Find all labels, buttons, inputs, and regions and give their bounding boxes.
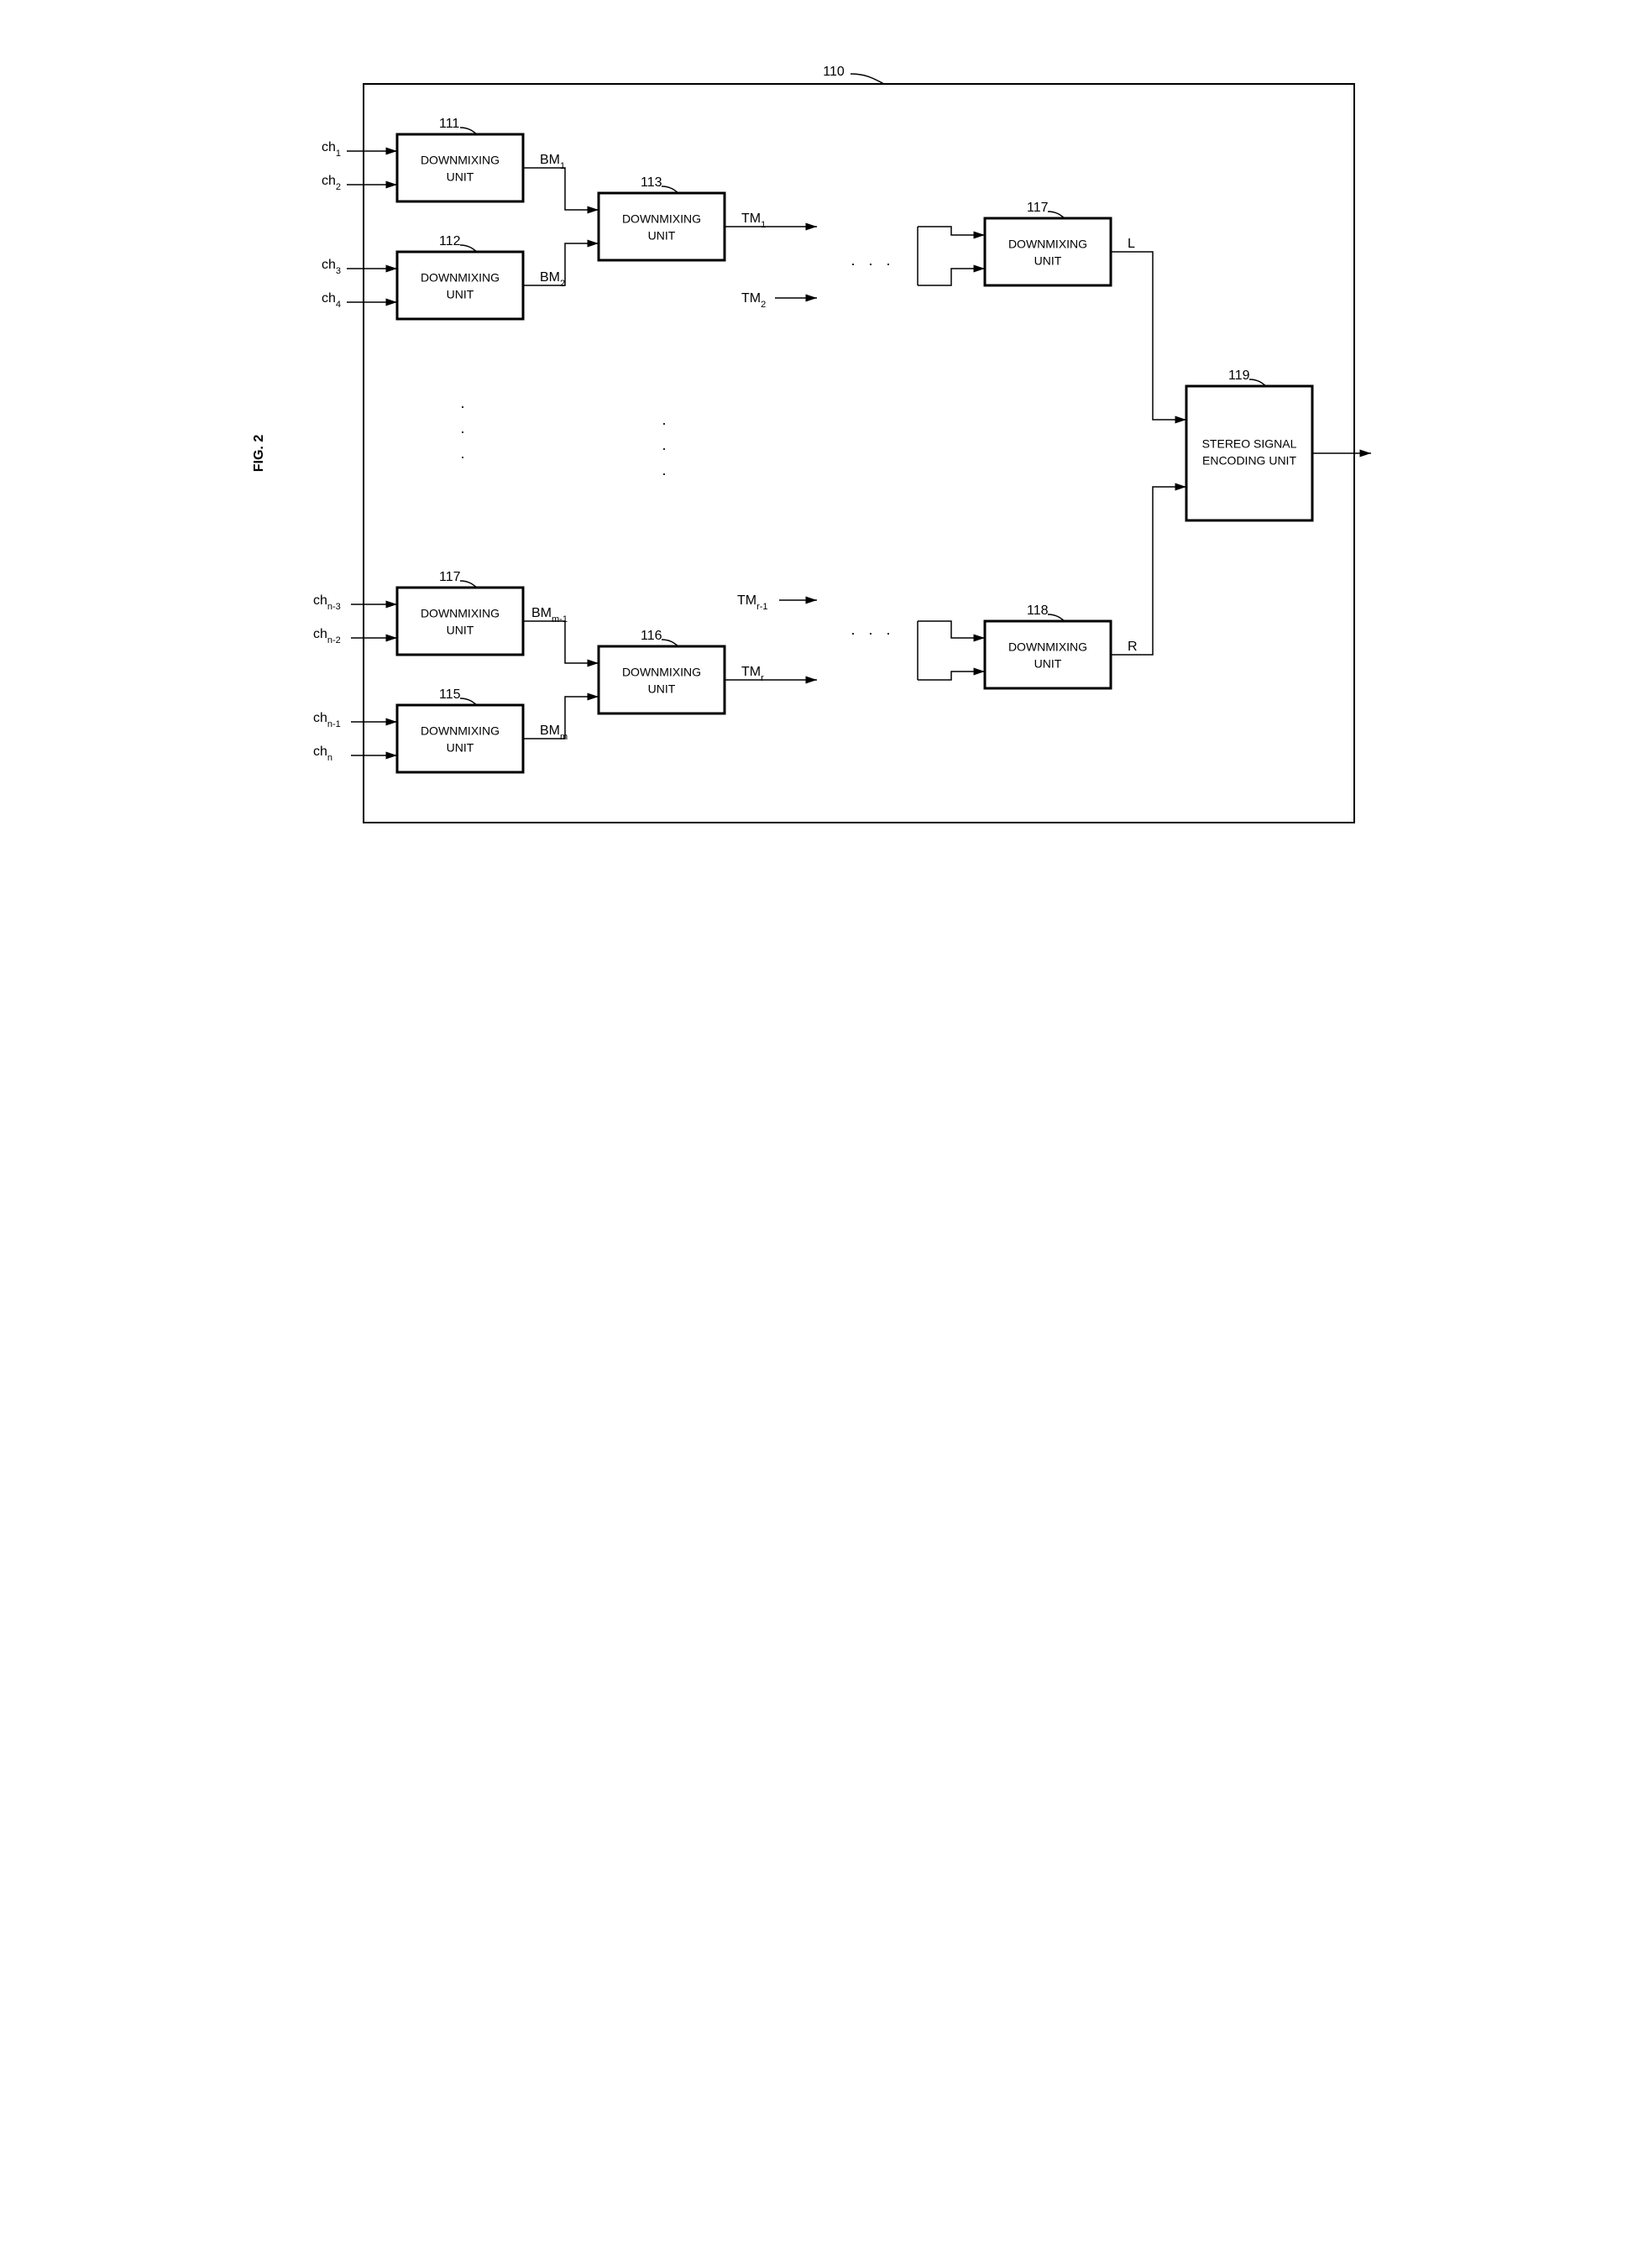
svg-text:UNIT: UNIT: [446, 741, 474, 755]
svg-text:UNIT: UNIT: [647, 229, 675, 243]
svg-text:DOWNMIXING: DOWNMIXING: [420, 724, 499, 738]
stage2-box-116: DOWNMIXING UNIT 116: [599, 629, 725, 713]
ref-115: 115: [439, 687, 461, 702]
hdots-top: · · ·: [851, 255, 891, 272]
svg-text:·: ·: [662, 465, 667, 482]
svg-text:DOWNMIXING: DOWNMIXING: [1008, 238, 1086, 251]
ref-118: 118: [1027, 604, 1049, 618]
tmr1-label: TMr-1: [737, 593, 768, 612]
input-chn2: chn-2: [313, 627, 341, 645]
svg-text:UNIT: UNIT: [446, 170, 474, 184]
svg-text:DOWNMIXING: DOWNMIXING: [420, 154, 499, 167]
tm2-label: TM2: [741, 291, 766, 310]
svg-text:UNIT: UNIT: [647, 682, 675, 696]
stage1-box-117a: DOWNMIXING UNIT 117: [397, 570, 523, 655]
stage2-vdots: ·: [662, 415, 667, 431]
final-box-119: STEREO SIGNAL ENCODING UNIT 119: [1186, 368, 1312, 520]
stage3-box-117: DOWNMIXING UNIT 117: [985, 201, 1111, 285]
input-chn3: chn-3: [313, 593, 341, 612]
input-chn1: chn-1: [313, 711, 341, 729]
svg-text:DOWNMIXING: DOWNMIXING: [1008, 640, 1086, 654]
svg-text:UNIT: UNIT: [446, 288, 474, 301]
ref-leader-110: [851, 74, 884, 84]
input-ch2: ch2: [322, 174, 341, 192]
svg-text:ENCODING UNIT: ENCODING UNIT: [1202, 454, 1296, 468]
stage1-box-115: DOWNMIXING UNIT 115: [397, 687, 523, 772]
stage1-box-111: DOWNMIXING UNIT 111: [397, 117, 523, 201]
svg-text:·: ·: [460, 448, 465, 465]
l-label: L: [1128, 237, 1135, 251]
svg-text:·: ·: [460, 423, 465, 440]
svg-text:STEREO SIGNAL: STEREO SIGNAL: [1201, 437, 1296, 451]
ref-112: 112: [439, 234, 461, 248]
stage1-vdots: ·: [460, 398, 465, 415]
svg-text:·: ·: [662, 440, 667, 457]
input-chn: chn: [313, 745, 332, 763]
ref-116: 116: [641, 629, 662, 643]
svg-text:DOWNMIXING: DOWNMIXING: [420, 607, 499, 620]
input-group: ch1 ch2 ch3 ch4 chn-3 chn-2 chn-1 chn: [313, 140, 397, 763]
ref-111: 111: [439, 117, 459, 131]
svg-text:UNIT: UNIT: [446, 624, 474, 637]
svg-text:DOWNMIXING: DOWNMIXING: [621, 212, 700, 226]
svg-text:UNIT: UNIT: [1034, 657, 1061, 671]
diagram-container: FIG. 2 110 ch1 ch2 ch3 ch4 chn-3 chn-2 c…: [229, 34, 1405, 873]
ref-119: 119: [1228, 368, 1250, 383]
stage1-box-112: DOWNMIXING UNIT 112: [397, 234, 523, 319]
block-diagram-svg: FIG. 2 110 ch1 ch2 ch3 ch4 chn-3 chn-2 c…: [229, 34, 1405, 873]
stage3-box-118: DOWNMIXING UNIT 118: [985, 604, 1111, 688]
r-label: R: [1128, 640, 1138, 654]
svg-text:DOWNMIXING: DOWNMIXING: [420, 271, 499, 285]
stage2-box-113: DOWNMIXING UNIT 113: [599, 175, 725, 260]
ref-117a: 117: [439, 570, 461, 584]
ref-117b: 117: [1027, 201, 1049, 215]
svg-text:UNIT: UNIT: [1034, 254, 1061, 268]
svg-text:DOWNMIXING: DOWNMIXING: [621, 666, 700, 679]
hdots-bot: · · ·: [851, 624, 891, 641]
input-ch1: ch1: [322, 140, 341, 159]
input-ch3: ch3: [322, 258, 341, 276]
ref-113: 113: [641, 175, 662, 190]
input-ch4: ch4: [322, 291, 341, 310]
figure-title: FIG. 2: [252, 435, 266, 473]
container-ref-label: 110: [823, 65, 845, 79]
